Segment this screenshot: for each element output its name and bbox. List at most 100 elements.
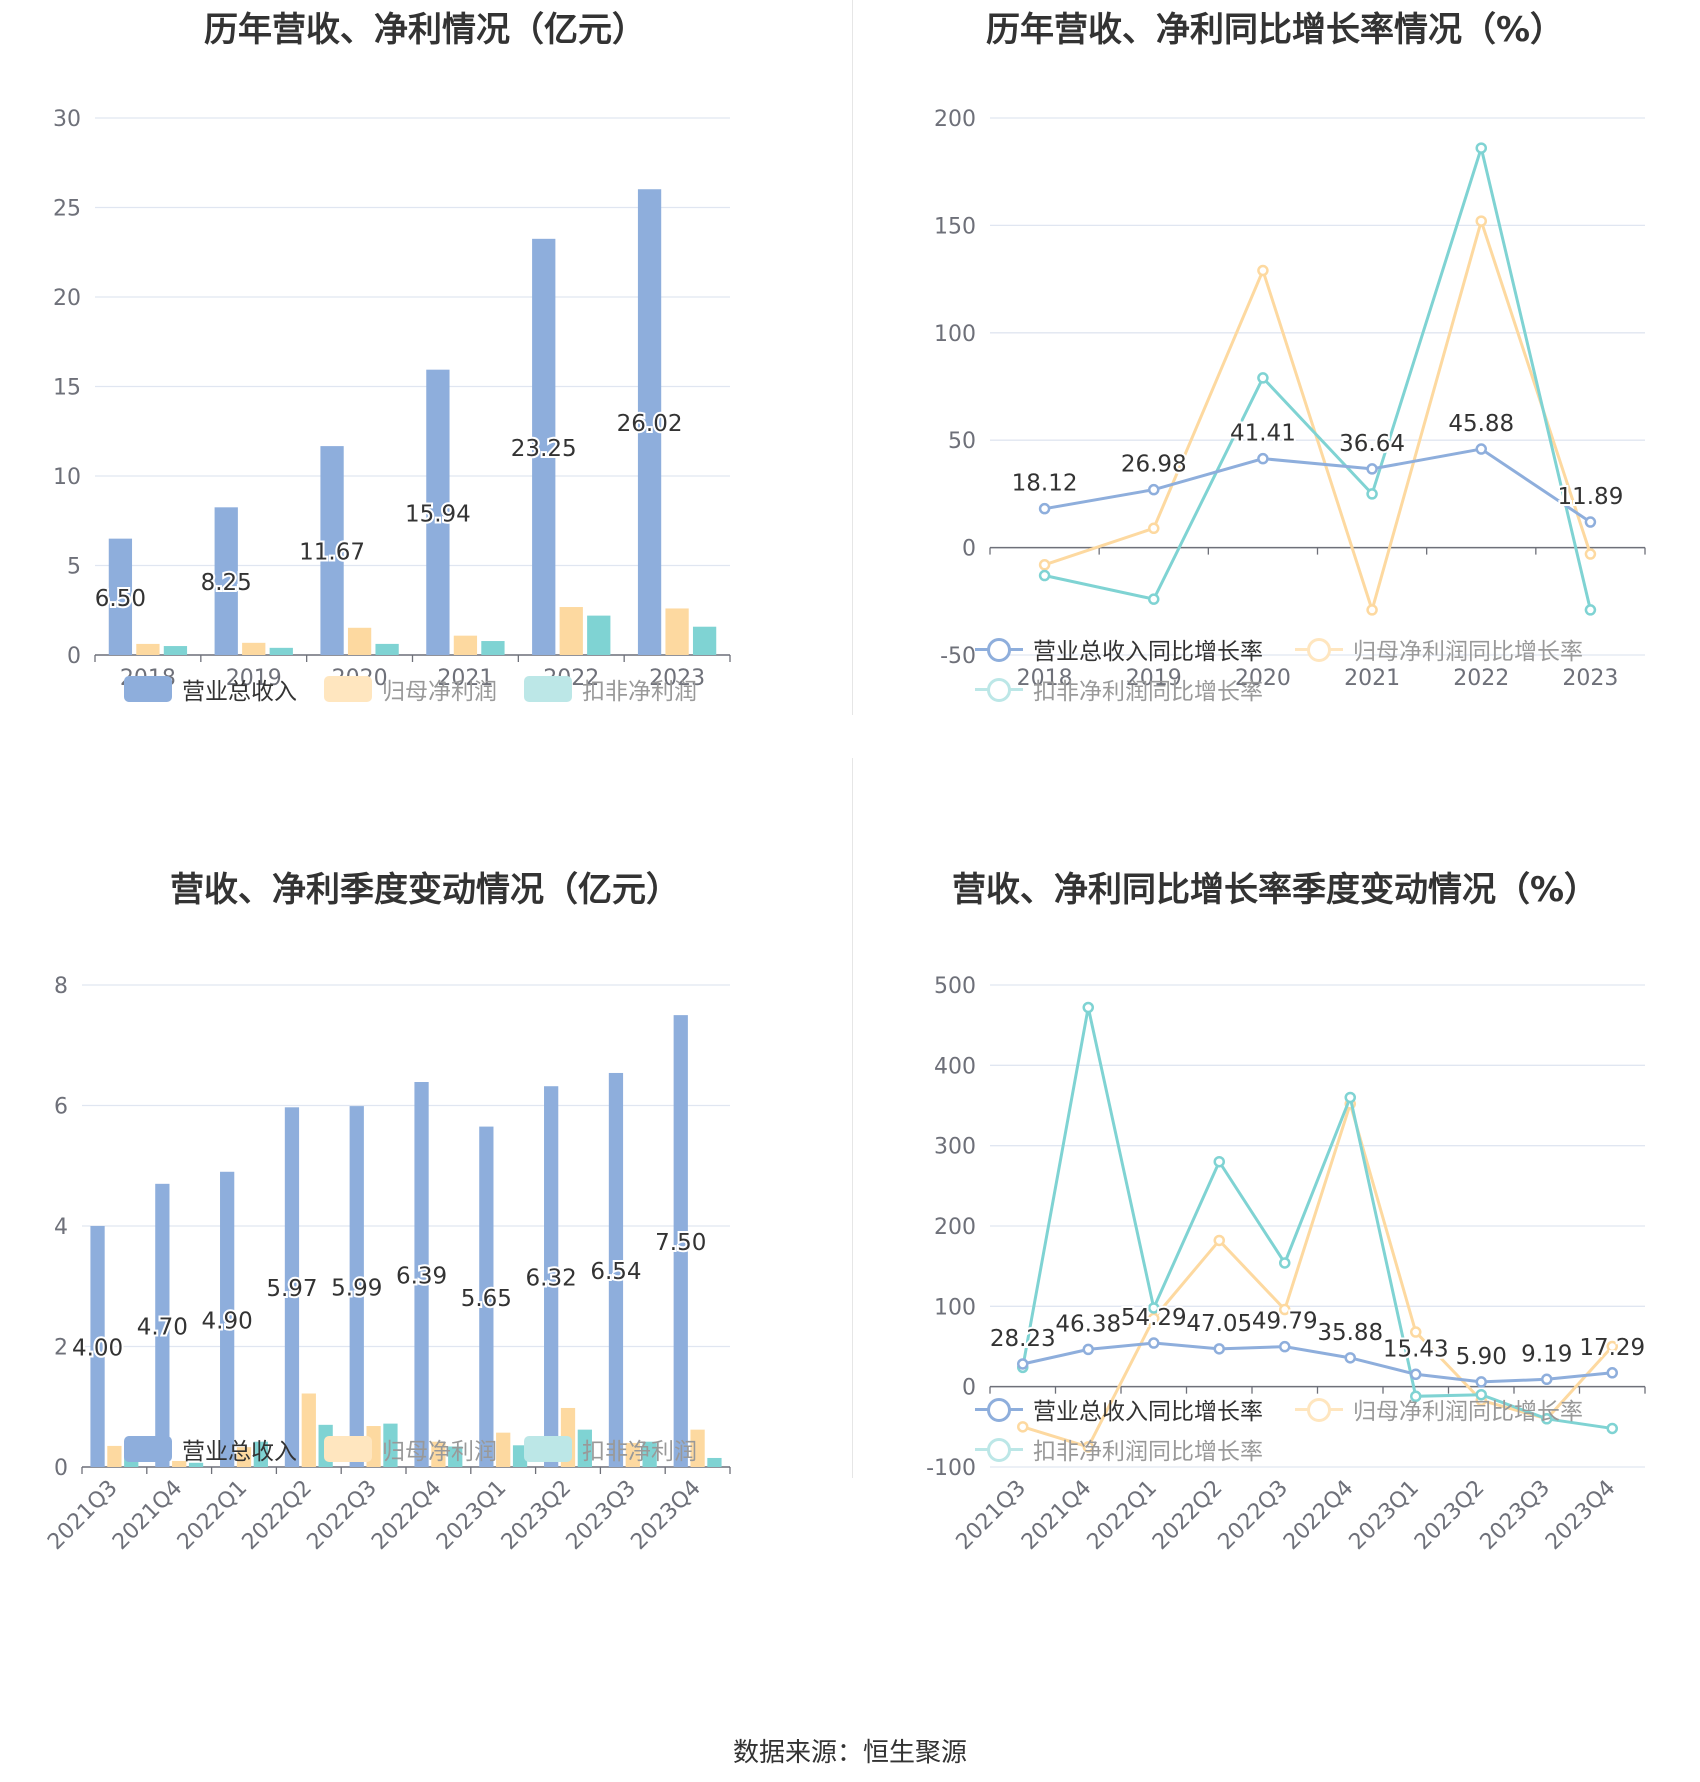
legend-line-marker [975,1436,1023,1462]
x-tick-label: 2021Q4 [1017,1476,1096,1555]
legend-line-marker [975,636,1023,662]
legend-item-revenue[interactable]: 营业总收入 [124,1432,297,1466]
line-value-label: 47.05 [1186,1311,1252,1337]
line-point [1475,443,1487,455]
legend-item-deducted-growth[interactable]: 扣非净利润同比增长率 [975,1432,1263,1466]
legend-item-netprofit[interactable]: 归母净利润 [324,1432,497,1466]
quarterly-amount-chart: 营收、净利季度变动情况（亿元） 0 2 4 6 8 2021Q3 2021Q4 2022Q1 2… [0,860,850,1710]
bar-netprofit [559,607,583,655]
legend-swatch [124,1436,172,1462]
legend-item-revenue[interactable]: 营业总收入 [124,672,297,706]
bar-deducted [375,643,399,655]
line-point [1017,1358,1029,1370]
line-netprofit-growth [1022,1098,1614,1449]
legend-swatch [524,676,572,702]
line-point [1213,1234,1225,1247]
bar-netprofit [242,642,266,655]
bar-deducted [481,641,505,655]
y-tick-label: 30 [53,107,81,132]
bar-deducted [188,1462,204,1467]
line-point [1475,215,1487,227]
x-tick-label: 2022Q4 [367,1476,446,1555]
x-tick-label: 2021Q4 [108,1476,187,1555]
bar-deducted [512,1445,528,1467]
line-point [1148,483,1160,496]
x-tick-label: 2022Q2 [1148,1476,1227,1555]
line-point [1082,1001,1094,1014]
chart-title: 历年营收、净利同比增长率情况（%） [985,10,1565,50]
annual-amount-chart: 历年营收、净利情况（亿元） 05101520253020182019202020… [0,0,850,850]
line-point [1475,1376,1487,1388]
x-tick-label: 2019 [1126,666,1182,691]
bar-revenue [479,1126,494,1467]
line-point [1410,1390,1422,1403]
line-point [1148,1302,1160,1314]
line-point [1584,604,1597,616]
legend-item-netprofit[interactable]: 归母净利润 [324,672,497,706]
line-point [1213,1343,1225,1355]
line-point [1344,1352,1356,1364]
bar-revenue [320,446,344,655]
line-point [1584,516,1597,528]
quarterly-growth-plot: -10001002003004005002021Q32021Q42022Q120… [926,974,1647,1555]
bar-value-label: 23.25 [511,436,577,462]
x-tick-label: 2023Q2 [497,1476,576,1555]
legend-label: 归母净利润同比增长率 [1353,1399,1583,1425]
bar-value-label: 4.00 [72,1336,123,1362]
bar-netprofit [236,1447,252,1467]
legend-item-netprofit-growth[interactable]: 归母净利润同比增长率 [1295,632,1583,666]
x-tick-label: 2023Q4 [1541,1476,1620,1555]
line-value-label: 17.29 [1579,1335,1645,1361]
x-tick-label: 2022Q1 [173,1476,252,1555]
vertical-divider-top [852,0,853,715]
x-tick-label: 2022Q3 [302,1476,381,1555]
legend-line-marker [1295,1396,1343,1422]
line-revenue-growth [1044,447,1592,524]
y-tick-label: 0 [962,1376,976,1401]
bar-deducted [642,1441,657,1467]
bar-value-label: 4.70 [137,1314,188,1340]
bar-netprofit [172,1460,187,1467]
annual-amount-plot: 0510152025302018201920202021202220236.50… [53,107,731,691]
bar-deducted [269,647,293,655]
legend-swatch [524,1436,572,1462]
legend-label: 归母净利润 [382,1439,497,1465]
legend-item-netprofit-growth[interactable]: 归母净利润同比增长率 [1295,1392,1583,1426]
line-value-label: 41.41 [1230,421,1296,447]
bar-deducted [707,1457,722,1467]
bar-deducted [253,1441,268,1467]
quarterly-amount-plot: 0 2 4 6 8 2021Q32021Q42022Q12022Q22022Q32022Q… [43,974,731,1555]
line-value-label: 36.64 [1339,431,1405,457]
y-tick-label: 10 [53,465,81,490]
bar-value-label: 6.32 [526,1266,577,1292]
y-tick-label: 400 [934,1054,976,1079]
line-value-label: 26.98 [1121,452,1187,478]
annual-growth-plot: -50 0 50 100 150 200 2018 2019 2020 2021 2022 2023 1… [934,107,1646,691]
line-point [1148,522,1160,535]
line-point [1257,372,1269,384]
y-tick-label: 300 [934,1135,976,1160]
line-point [1410,1368,1422,1381]
chart-title: 营收、净利季度变动情况（亿元） [170,870,680,910]
legend-item-deducted-growth[interactable]: 扣非净利润同比增长率 [975,672,1263,706]
line-point [1082,1441,1094,1453]
bar-revenue [349,1106,364,1467]
annual-growth-chart: 历年营收、净利同比增长率情况（%） -50 0 50 100 150 200 2018 201… [850,0,1700,850]
bar-netprofit [690,1429,705,1467]
y-tick-label: 200 [934,107,976,132]
y-tick-label: 6 [54,1095,68,1120]
line-point [1584,548,1597,560]
legend-item-revenue-growth[interactable]: 营业总收入同比增长率 [975,632,1263,666]
legend-item-deducted[interactable]: 扣非净利润 [524,1432,697,1466]
legend-label: 营业总收入 [182,1439,297,1465]
line-point [1344,1091,1356,1104]
legend-swatch [324,1436,372,1462]
legend-item-revenue-growth[interactable]: 营业总收入同比增长率 [975,1392,1263,1426]
line-point [1082,1343,1094,1356]
legend-label: 扣非净利润同比增长率 [1033,1439,1263,1465]
bar-deducted [163,646,188,655]
legend-item-deducted[interactable]: 扣非净利润 [524,672,697,706]
legend-swatch [124,676,172,702]
bar-netprofit [136,643,160,655]
x-tick-label: 2019 [226,666,282,691]
